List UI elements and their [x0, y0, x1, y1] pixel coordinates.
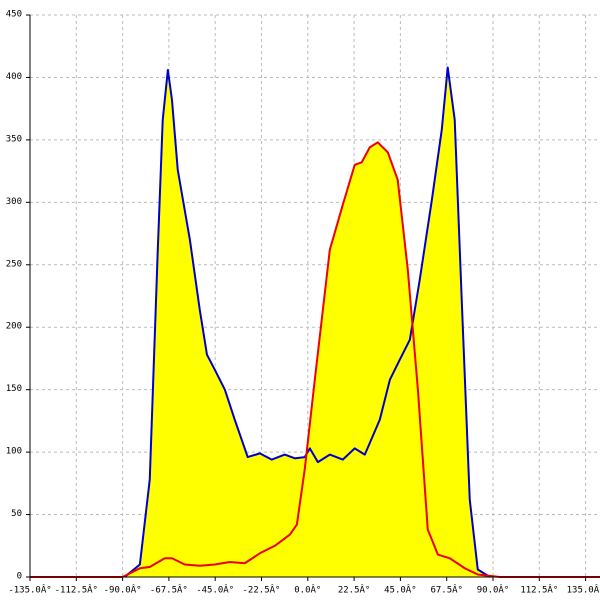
- x-tick-label: 22.5Â°: [338, 584, 371, 596]
- y-tick-label: 200: [6, 322, 22, 332]
- x-tick-label: -22.5Â°: [243, 584, 281, 596]
- area-line: [124, 66, 491, 578]
- y-tick-label: 250: [6, 259, 22, 269]
- y-tick-label: 350: [6, 134, 22, 144]
- x-tick-label: 45.0Â°: [384, 584, 417, 596]
- y-tick-label: 150: [6, 384, 22, 394]
- y-tick-label: 300: [6, 197, 22, 207]
- y-tick-label: 0: [17, 572, 22, 582]
- x-tick-label: -112.5Â°: [55, 584, 98, 596]
- x-tick-label: 0.0Â°: [294, 584, 321, 596]
- area-line: [30, 141, 600, 578]
- x-tick-label: 67.5Â°: [430, 584, 463, 596]
- y-tick-label: 450: [6, 10, 22, 20]
- x-tick-label: -45.0Â°: [196, 584, 234, 596]
- x-tick-label: -90.0Â°: [104, 584, 142, 596]
- y-tick-label: 50: [11, 509, 22, 519]
- x-tick-label: -135.0Â°: [8, 584, 51, 596]
- x-tick-label: 135.0Â°: [567, 584, 600, 596]
- x-tick-label: 112.5Â°: [520, 584, 558, 596]
- y-tick-label: 100: [6, 447, 22, 457]
- area-fill: [30, 142, 600, 578]
- x-tick-label: -67.5Â°: [150, 584, 188, 596]
- y-tick-label: 400: [6, 72, 22, 82]
- x-tick-label: 90.0Â°: [477, 584, 510, 596]
